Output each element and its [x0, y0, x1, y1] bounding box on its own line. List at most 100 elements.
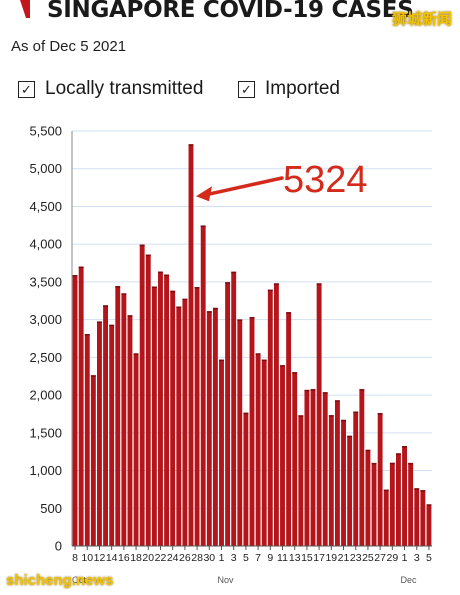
bar [200, 225, 206, 546]
bar [90, 375, 96, 546]
bar [328, 415, 334, 546]
checkbox-checked-icon[interactable]: ✓ [18, 80, 35, 98]
y-tick-label: 1,000 [29, 463, 62, 478]
bar [78, 266, 84, 546]
bar-cap [280, 365, 285, 367]
bar-cap [322, 392, 328, 394]
bar [127, 315, 133, 546]
bar-cap [237, 319, 243, 321]
bar-cap [90, 375, 96, 377]
bar-cap [298, 415, 304, 417]
bar-cap [188, 144, 194, 146]
bar [231, 271, 237, 546]
x-tick-label: 10 [81, 552, 93, 564]
bar [377, 413, 383, 546]
bar-cap [121, 293, 127, 295]
y-tick-label: 1,500 [29, 425, 62, 440]
bar [103, 305, 108, 546]
bar [84, 334, 90, 546]
x-tick-label: 30 [203, 552, 215, 564]
x-month-label: Nov [217, 575, 234, 585]
x-tick-label: 1 [402, 552, 408, 564]
y-tick-label: 2,500 [29, 350, 62, 365]
x-tick-label: 27 [374, 552, 386, 564]
bar [286, 312, 292, 546]
bar-cap [328, 415, 334, 417]
bar [414, 488, 420, 546]
bar-cap [304, 389, 310, 392]
bar-cap [225, 282, 231, 284]
bar [176, 306, 182, 546]
bar-cap [151, 286, 157, 289]
x-tick-label: 12 [94, 552, 106, 564]
bar [151, 286, 157, 546]
x-tick-label: 15 [301, 552, 313, 564]
bar-cap [249, 316, 255, 319]
bar-cap [341, 419, 346, 422]
annotation-arrow-head [195, 186, 212, 202]
bar [194, 287, 200, 546]
bar [243, 412, 249, 546]
bar-cap [353, 411, 359, 414]
x-tick-label: 16 [118, 552, 130, 564]
bar [280, 365, 285, 546]
x-tick-label: 5 [426, 552, 432, 564]
bar [225, 282, 231, 546]
bar [304, 389, 310, 546]
bar-cap [219, 359, 224, 362]
bar-cap [115, 286, 121, 288]
bar-cap [84, 334, 90, 336]
bar-cap [78, 266, 84, 269]
y-tick-label: 3,000 [29, 312, 62, 327]
annotation-arrow-shaft [206, 176, 284, 197]
x-tick-label: 3 [414, 552, 420, 564]
y-tick-label: 5,000 [29, 161, 62, 176]
x-tick-label: 19 [325, 552, 337, 564]
legend-label-imported: Imported [265, 78, 340, 99]
bar [347, 435, 353, 546]
bar-cap [261, 359, 267, 362]
bar [139, 244, 145, 546]
x-tick-label: 18 [130, 552, 142, 564]
bar [420, 490, 426, 546]
bar [158, 271, 163, 546]
y-tick-label: 4,000 [29, 237, 62, 252]
bar [408, 462, 414, 546]
y-tick-label: 2,000 [29, 388, 62, 403]
chart-title: SINGAPORE COVID-19 CASES [47, 0, 414, 23]
legend-toggle-locally-transmitted[interactable]: ✓ Locally transmitted [18, 78, 203, 100]
bar [255, 353, 261, 546]
bar-cap [420, 490, 426, 492]
bar [97, 321, 102, 546]
bar [273, 283, 279, 546]
bar-chart: 0 500 1,000 1,500 2,000 2,500 3,000 3,500 4,000 4… [29, 124, 432, 586]
y-tick-label: 4,500 [29, 199, 62, 214]
bar [353, 411, 359, 546]
checkbox-checked-icon[interactable]: ✓ [238, 80, 255, 98]
bar-cap [103, 305, 108, 307]
bar-cap [334, 400, 340, 402]
legend-toggle-imported[interactable]: ✓ Imported [238, 78, 340, 100]
bar-cap [97, 321, 102, 323]
bar [316, 283, 322, 546]
bar-cap [231, 271, 237, 274]
bar [121, 293, 127, 546]
bar [383, 489, 389, 546]
bar [261, 359, 267, 546]
legend-label-locally-transmitted: Locally transmitted [45, 78, 204, 99]
x-tick-label: 8 [72, 552, 78, 564]
bar [72, 275, 78, 546]
y-tick-label: 0 [55, 539, 62, 554]
bar-cap [402, 446, 407, 448]
bar-cap [408, 462, 414, 465]
bar [310, 389, 316, 546]
bar-cap [206, 311, 212, 313]
bar-cap [426, 504, 432, 506]
bar [426, 504, 432, 546]
x-tick-label: 20 [142, 552, 154, 564]
x-tick-label: 14 [106, 552, 118, 564]
bar [164, 274, 170, 546]
bar-cap [365, 449, 371, 452]
bar [298, 415, 304, 546]
bar [292, 372, 298, 546]
